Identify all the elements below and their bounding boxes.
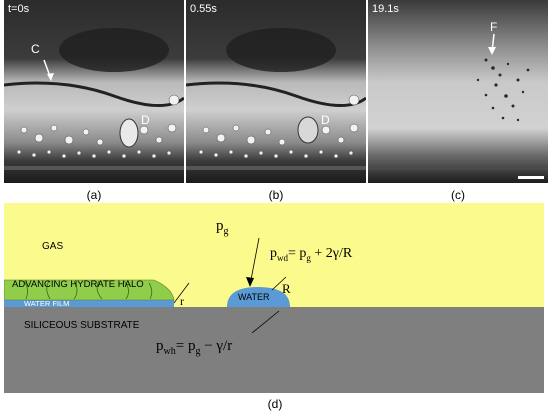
caption-d: (d) — [267, 397, 283, 411]
label-f: F — [490, 20, 498, 34]
micrograph-panel-b: 0.55s D — [186, 0, 366, 183]
substrate-label: SILICEOUS SUBSTRATE — [24, 320, 140, 331]
time-label: 19.1s — [372, 3, 399, 15]
hydrate-halo — [4, 279, 175, 301]
pg-label: pg — [216, 218, 229, 237]
r-label: r — [180, 294, 184, 308]
gas-label: GAS — [42, 241, 63, 252]
R-label: R — [282, 281, 291, 296]
hydrate-schematic: GAS pg pwd= pg + 2γ/R ADVANCING HYDRATE … — [4, 203, 544, 393]
pwd-equation: pwd= pg + 2γ/R — [270, 246, 353, 263]
label-c: C — [31, 42, 40, 56]
micrograph-panel-a: t=0s C D — [4, 0, 184, 183]
label-d: D — [141, 113, 150, 127]
label-d: D — [321, 113, 330, 127]
water-film — [4, 300, 174, 307]
micrograph-panel-c: 19.1s F — [368, 0, 548, 183]
pwh-equation: pwh= pg − γ/r — [156, 338, 232, 357]
time-label: t=0s — [8, 3, 30, 15]
time-label: 0.55s — [190, 3, 217, 15]
water-label: WATER — [238, 292, 270, 302]
halo-label: ADVANCING HYDRATE HALO — [12, 279, 144, 290]
caption-c: (c) — [451, 188, 465, 202]
water-droplet — [227, 287, 290, 307]
substrate-region — [4, 307, 544, 393]
caption-a: (a) — [86, 188, 102, 202]
caption-b: (b) — [268, 188, 284, 202]
film-label: WATER FILM — [24, 299, 69, 308]
